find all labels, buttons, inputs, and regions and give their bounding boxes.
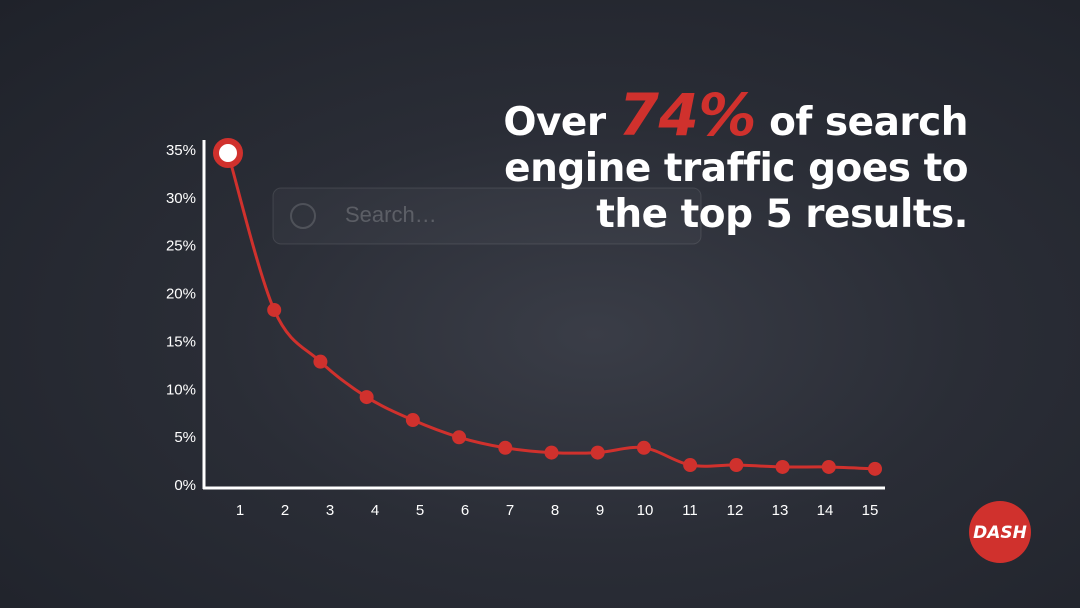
x-tick-label: 10: [637, 502, 654, 519]
x-tick-label: 8: [551, 502, 559, 519]
point: [821, 459, 836, 474]
search-icon: [290, 203, 316, 229]
point: [775, 459, 790, 474]
y-tick-label: 35%: [166, 142, 196, 159]
point: [405, 413, 420, 428]
headline-text: of search: [769, 100, 968, 145]
headline-lead: Over: [503, 100, 606, 145]
x-tick-label: 15: [862, 502, 879, 519]
search-box: [272, 187, 702, 245]
point: [636, 440, 651, 455]
point: [590, 445, 605, 460]
x-tick-label: 1: [236, 502, 244, 519]
point: [683, 458, 698, 473]
headline-highlight: 74%: [618, 81, 757, 149]
point: [452, 430, 467, 445]
x-tick-label: 5: [416, 502, 424, 519]
headline-line: engine traffic goes to: [504, 146, 968, 191]
x-tick-label: 4: [371, 502, 379, 519]
x-tick-label: 12: [727, 502, 744, 519]
logo-text: DASH: [973, 523, 1027, 543]
headline-line: the top 5 results.: [596, 192, 968, 237]
y-tick-label: 20%: [166, 286, 196, 303]
point: [213, 138, 243, 168]
x-tick-label: 13: [772, 502, 789, 519]
logo-badge: [969, 501, 1031, 563]
x-tick-label: 2: [281, 502, 289, 519]
x-tick-label: 14: [817, 502, 834, 519]
x-tick-label: 9: [596, 502, 604, 519]
y-tick-label: 0%: [174, 477, 196, 494]
point: [868, 461, 882, 476]
headline: Over 74% of search engine traffic goes t…: [408, 86, 968, 238]
search-placeholder: Search…: [345, 202, 437, 227]
point: [729, 458, 744, 473]
point: [267, 302, 282, 317]
point: [359, 390, 374, 405]
y-tick-label: 25%: [166, 238, 196, 255]
x-tick-label: 7: [506, 502, 514, 519]
y-tick-label: 15%: [166, 333, 196, 350]
x-tick-label: 6: [461, 502, 469, 519]
point: [544, 445, 559, 460]
point: [498, 440, 513, 455]
y-tick-label: 10%: [166, 381, 196, 398]
y-tick-label: 30%: [166, 190, 196, 207]
x-tick-label: 11: [682, 502, 698, 519]
y-tick-label: 5%: [174, 429, 196, 446]
headline-line: Over 74% of search: [408, 86, 968, 146]
x-tick-label: 3: [326, 502, 334, 519]
point: [313, 354, 328, 369]
